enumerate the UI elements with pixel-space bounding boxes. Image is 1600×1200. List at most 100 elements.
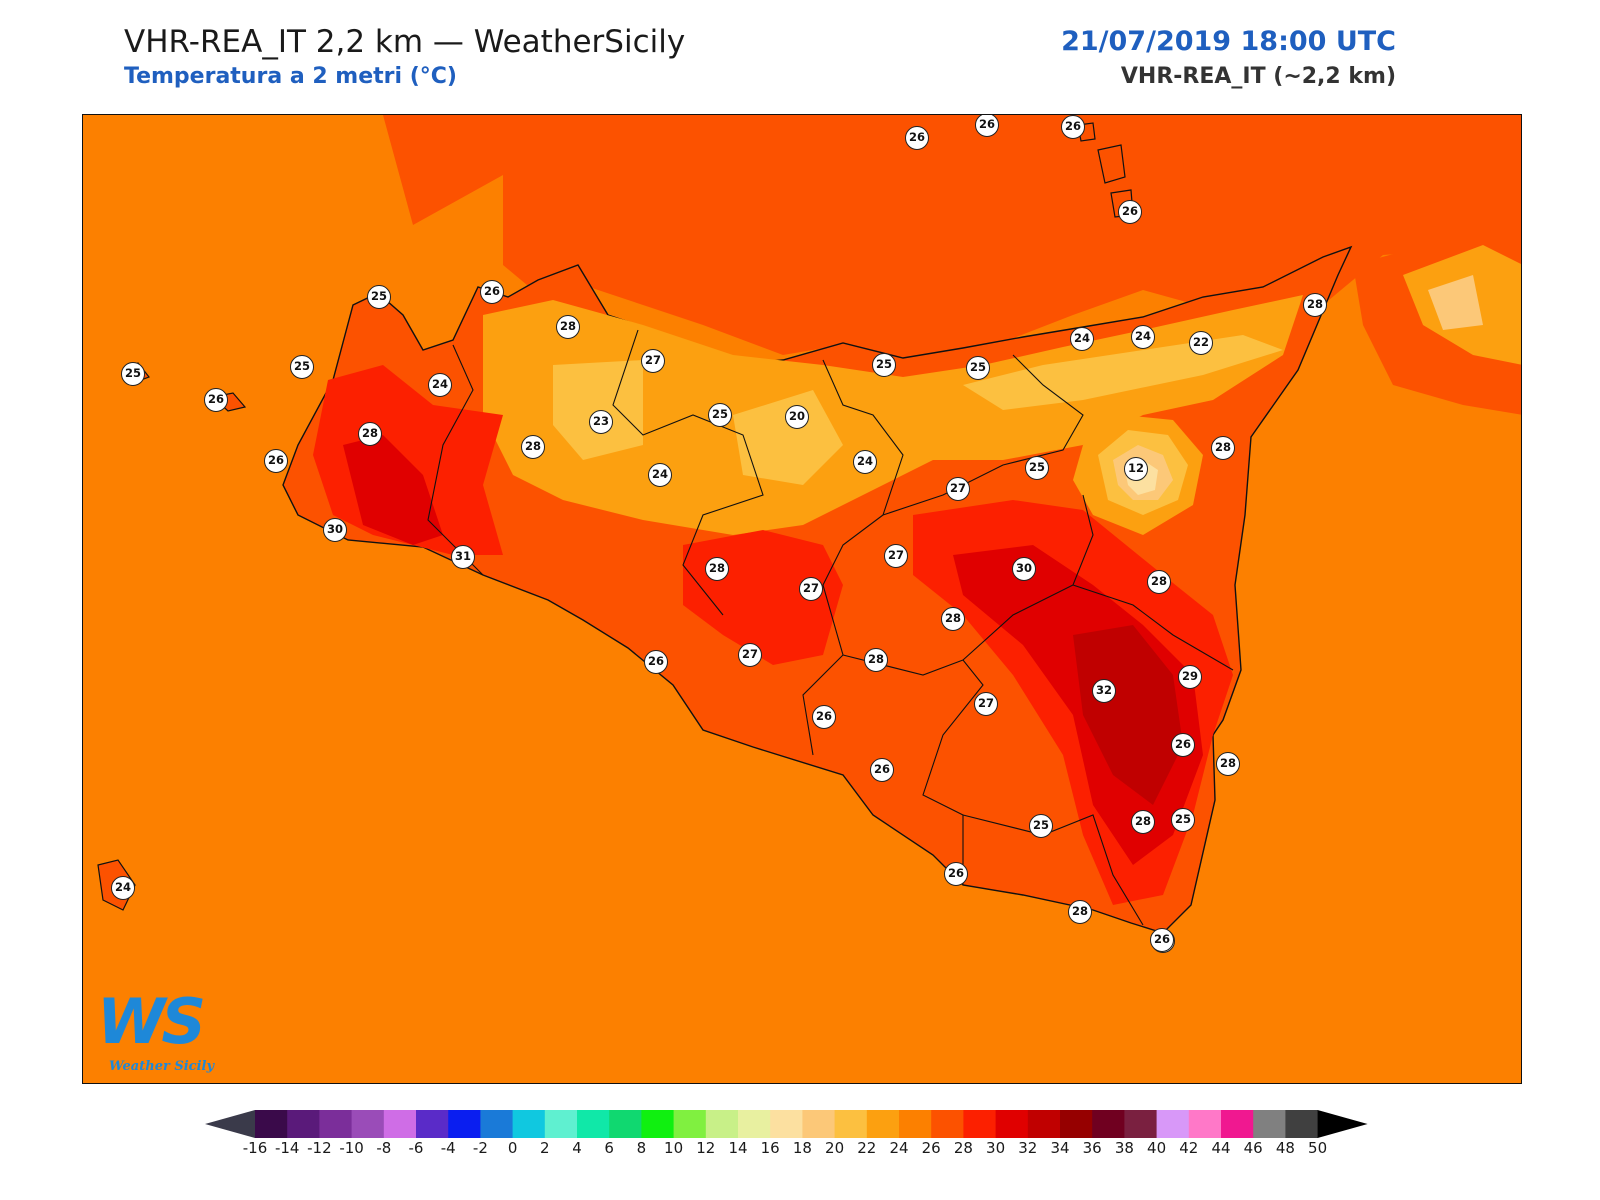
map-subtitle: Temperatura a 2 metri (°C) [124, 64, 457, 89]
station-temperature-label: 26 [944, 862, 968, 886]
calabria-cool-zone [1428, 275, 1483, 330]
station-temperature-label: 28 [705, 557, 729, 581]
colorbar [205, 1110, 1368, 1138]
station-temperature-label: 31 [451, 545, 475, 569]
colorbar-tick-label: 38 [1114, 1139, 1134, 1157]
station-temperature-label: 26 [264, 449, 288, 473]
colorbar-tick-label: 28 [953, 1139, 973, 1157]
station-temperature-label: 23 [589, 410, 613, 434]
colorbar-segment [1253, 1110, 1286, 1138]
colorbar-tick-label: 24 [889, 1139, 909, 1157]
station-temperature-label: 32 [1092, 679, 1116, 703]
station-temperature-label: 25 [1171, 808, 1195, 832]
station-temperature-label: 24 [1070, 327, 1094, 351]
station-temperature-label: 30 [323, 518, 347, 542]
colorbar-segment [448, 1110, 481, 1138]
colorbar-extend-high [1317, 1110, 1368, 1138]
tyrrhenian-warm-zone [83, 115, 1521, 365]
colorbar-tick-label: 32 [1018, 1139, 1038, 1157]
colorbar-segment [931, 1110, 964, 1138]
station-temperature-label: 28 [864, 648, 888, 672]
station-temperature-label: 28 [1216, 752, 1240, 776]
station-temperature-label: 26 [812, 705, 836, 729]
colorbar-tick-label: 36 [1082, 1139, 1102, 1157]
colorbar-tick-label: 0 [507, 1139, 518, 1157]
station-temperature-label: 22 [1189, 331, 1213, 355]
colorbar-tick-label: 34 [1050, 1139, 1070, 1157]
colorbar-tick-label: 30 [986, 1139, 1006, 1157]
station-temperature-label: 26 [905, 126, 929, 150]
colorbar-segment [512, 1110, 546, 1138]
colorbar-tick-label: -10 [339, 1139, 364, 1157]
temperature-map [83, 115, 1521, 1083]
colorbar-tick-label: 42 [1179, 1139, 1199, 1157]
station-temperature-label: 27 [799, 577, 823, 601]
station-temperature-label: 28 [1211, 436, 1235, 460]
station-temperature-label: 28 [521, 435, 545, 459]
map-title: VHR-REA_IT 2,2 km — WeatherSicily [124, 24, 686, 60]
station-temperature-label: 26 [204, 388, 228, 412]
eastern-hottest-zone [1073, 625, 1183, 805]
colorbar-segment [705, 1110, 739, 1138]
colorbar-tick-label: -6 [408, 1139, 424, 1157]
station-temperature-label: 25 [966, 356, 990, 380]
station-temperature-label: 28 [941, 607, 965, 631]
colorbar-segment [319, 1110, 353, 1138]
station-temperature-label: 25 [708, 403, 732, 427]
colorbar-segment [1092, 1110, 1125, 1138]
colorbar-segment [1188, 1110, 1222, 1138]
colorbar-segment [738, 1110, 771, 1138]
station-temperature-label: 25 [121, 362, 145, 386]
station-temperature-label: 20 [785, 405, 809, 429]
colorbar-tick-label: 18 [792, 1139, 812, 1157]
station-temperature-label: 24 [1131, 325, 1155, 349]
colorbar-tick-label: 8 [636, 1139, 647, 1157]
colorbar-tick-label: -8 [376, 1139, 392, 1157]
colorbar-segment [416, 1110, 449, 1138]
colorbar-tick-label: 6 [604, 1139, 614, 1157]
colorbar-segment [1285, 1110, 1319, 1138]
colorbar-segment [1060, 1110, 1093, 1138]
colorbar-segment [673, 1110, 707, 1138]
colorbar-segment [287, 1110, 320, 1138]
map-panel: 25 26 28 27 25 24 28 26 26 26 26 25 25 26 24 28 26 30 31 28… [82, 114, 1522, 1084]
colorbar-segment [641, 1110, 675, 1138]
station-temperature-label: 27 [641, 349, 665, 373]
station-temperature-label: 24 [853, 450, 877, 474]
colorbar-segment [383, 1110, 417, 1138]
station-temperature-label: 24 [428, 373, 452, 397]
colorbar-segment [1124, 1110, 1158, 1138]
colorbar-segment [1156, 1110, 1190, 1138]
station-temperature-label: 27 [946, 477, 970, 501]
model-label: VHR-REA_IT (~2,2 km) [1120, 64, 1396, 89]
colorbar-tick-label: 50 [1308, 1139, 1328, 1157]
colorbar-tick-label: 2 [540, 1139, 550, 1157]
colorbar-segment [577, 1110, 610, 1138]
station-temperature-label: 25 [290, 355, 314, 379]
station-temperature-label: 28 [358, 422, 382, 446]
station-temperature-label: 28 [1303, 293, 1327, 317]
colorbar-tick-label: 20 [825, 1139, 845, 1157]
station-temperature-label: 26 [975, 115, 999, 137]
station-temperature-label: 27 [738, 643, 762, 667]
aeolian-island [1097, 144, 1126, 184]
sicily-mild-zone [483, 295, 1303, 535]
colorbar-segment [963, 1110, 997, 1138]
station-temperature-label: 26 [480, 280, 504, 304]
station-temperature-label: 28 [1147, 570, 1171, 594]
station-temperature-label: 27 [884, 544, 908, 568]
station-temperature-label: 25 [872, 353, 896, 377]
colorbar-segment [899, 1110, 932, 1138]
colorbar-segment [802, 1110, 836, 1138]
colorbar-tick-label: -12 [307, 1139, 332, 1157]
colorbar-segment [609, 1110, 642, 1138]
station-temperature-label: 28 [556, 315, 580, 339]
logo-text: Weather Sicily [109, 1059, 215, 1074]
colorbar-tick-label: 12 [696, 1139, 716, 1157]
station-temperature-label: 28 [1068, 900, 1092, 924]
station-temperature-label: 26 [1118, 200, 1142, 224]
colorbar-tick-label: 26 [921, 1139, 941, 1157]
station-temperature-label: 26 [1150, 928, 1174, 952]
weathersicily-logo: WS Weather Sicily [97, 985, 247, 1075]
colorbar-tick-label: 14 [728, 1139, 748, 1157]
